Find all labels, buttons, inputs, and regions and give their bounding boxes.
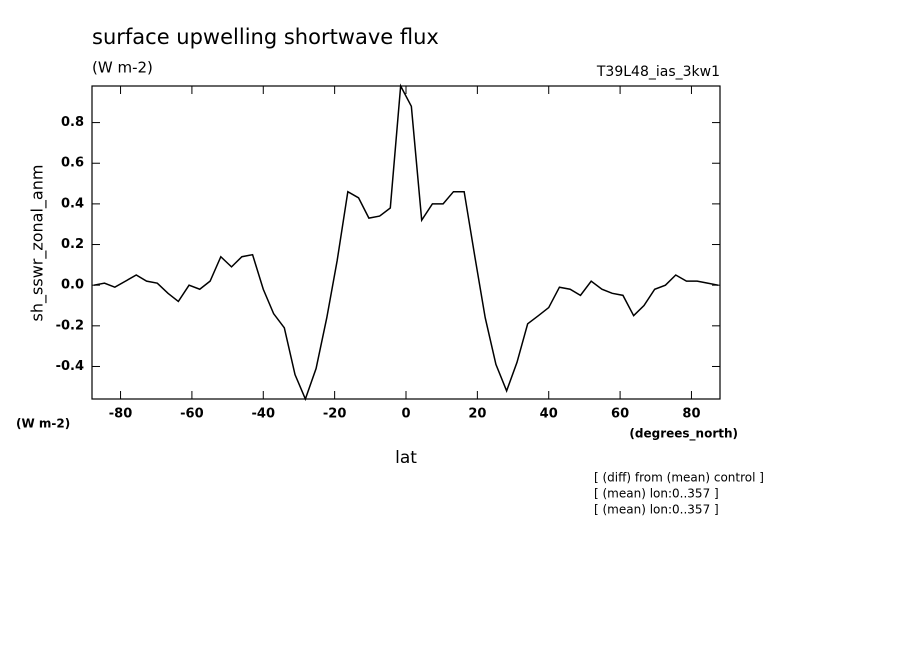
x-tick-label: -40 [252, 407, 276, 422]
x-axis-label: lat [395, 448, 417, 468]
x-tick-label: -60 [180, 407, 204, 422]
x-tick-label: 60 [611, 407, 629, 422]
y-tick-label: 0.4 [61, 196, 84, 211]
x-units: (degrees_north) [629, 427, 738, 442]
y-tick-label: 0.8 [61, 115, 84, 130]
note: [ (diff) from (mean) control ] [594, 471, 764, 485]
y-tick-label: -0.2 [56, 318, 84, 333]
y-tick-label: 0.6 [61, 156, 84, 171]
note: [ (mean) lon:0..357 ] [594, 503, 719, 517]
y-tick-label: 0.2 [61, 237, 84, 252]
x-tick-label: 80 [682, 407, 700, 422]
dataset-label: T39L48_ias_3kw1 [596, 64, 720, 80]
y-units: (W m-2) [16, 417, 70, 431]
x-tick-label: -80 [109, 407, 133, 422]
data-line [93, 83, 719, 402]
y-tick-label: -0.4 [56, 359, 84, 374]
x-tick-label: 0 [401, 407, 410, 422]
plot-frame [91, 85, 721, 400]
chart-title: surface upwelling shortwave flux [92, 25, 439, 49]
note: [ (mean) lon:0..357 ] [594, 487, 719, 501]
y-axis-label: sh_sswr_zonal_anm [28, 165, 48, 322]
x-tick-label: -20 [323, 407, 347, 422]
y-tick-label: 0.0 [61, 278, 84, 293]
units: (W m-2) [92, 59, 153, 77]
x-tick-label: 40 [540, 407, 558, 422]
x-tick-label: 20 [468, 407, 486, 422]
